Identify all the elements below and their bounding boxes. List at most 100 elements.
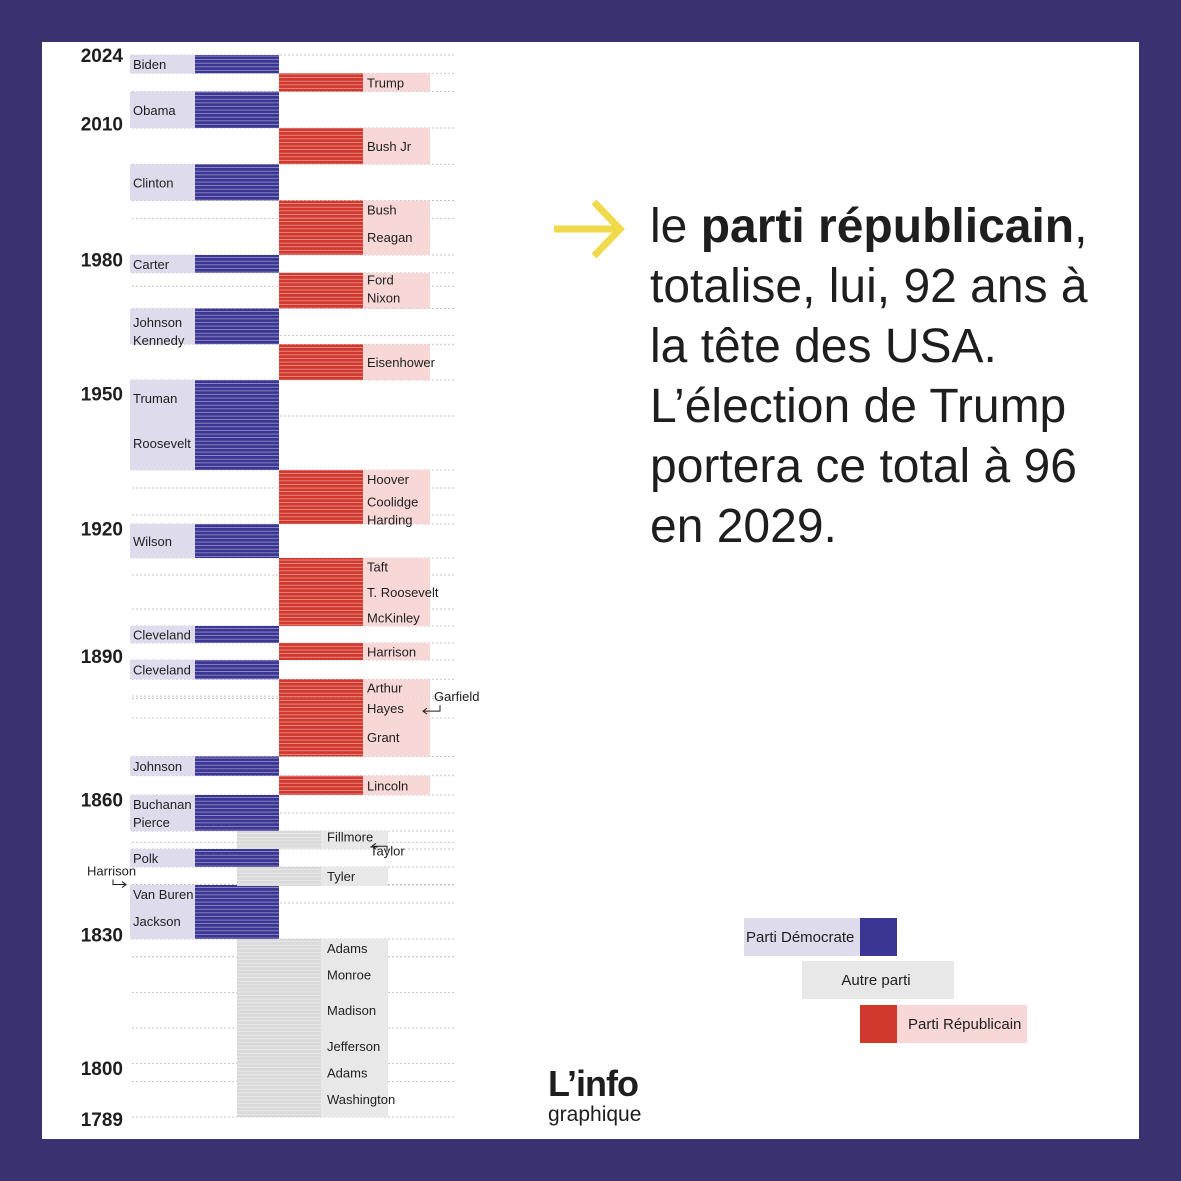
- president-name-label: Taylor: [370, 843, 405, 858]
- president-label-bg: [363, 73, 430, 92]
- president-label-bg: [363, 698, 430, 718]
- president-label-bg: [363, 286, 430, 309]
- president-bar: [195, 524, 279, 558]
- president-bar: [279, 200, 363, 219]
- president-bar: [279, 575, 363, 609]
- president-name-label: Reagan: [367, 230, 413, 245]
- president-name-label: Polk: [133, 851, 159, 866]
- president-label-bg: [321, 884, 388, 887]
- president-label-bg: [363, 272, 430, 287]
- president-label-bg: [363, 488, 430, 515]
- president-label-bg: [321, 831, 388, 843]
- year-tick-label: 1860: [81, 791, 123, 812]
- president-bar: [279, 643, 363, 660]
- return-arrow-icon: [112, 879, 127, 888]
- president-label-bg: [363, 470, 430, 488]
- president-name-label: Grant: [367, 730, 400, 745]
- legend-label-bg: [897, 1005, 1027, 1043]
- president-bar: [279, 696, 363, 699]
- year-tick-label: 1830: [81, 926, 123, 947]
- president-label-bg: [363, 575, 430, 609]
- president-name-label: Clinton: [133, 175, 173, 190]
- president-name-label: Hayes: [367, 701, 404, 716]
- president-label-bg: [130, 813, 195, 831]
- president-bar: [195, 255, 279, 273]
- president-bar: [195, 849, 279, 867]
- president-label-bg: [130, 55, 195, 74]
- president-name-label: Nixon: [367, 290, 400, 305]
- president-label-bg: [363, 679, 430, 697]
- arrow-right-icon: [554, 199, 625, 259]
- year-tick-label: 2010: [81, 114, 123, 135]
- president-name-label: Eisenhower: [367, 355, 436, 370]
- president-bar: [195, 660, 279, 680]
- president-name-label: Bush: [367, 203, 397, 218]
- legend-label-bg: [744, 918, 860, 956]
- president-name-label: Buchanan: [133, 797, 192, 812]
- year-tick-label: 1950: [81, 385, 123, 406]
- legend-label-bg: [802, 961, 954, 999]
- president-label-bg: [363, 128, 430, 165]
- president-bar: [279, 679, 363, 697]
- president-name-label: Bush Jr: [367, 139, 412, 154]
- president-bar: [195, 164, 279, 201]
- president-label-bg: [363, 643, 430, 660]
- president-label-bg: [130, 903, 195, 939]
- president-bar: [237, 939, 321, 957]
- president-bar: [279, 272, 363, 287]
- president-label-bg: [321, 1063, 388, 1082]
- president-name-label: Adams: [327, 1066, 368, 1081]
- president-name-label: Garfield: [434, 689, 480, 704]
- president-name-label: Harrison: [87, 864, 136, 879]
- president-name-label: Adams: [327, 941, 368, 956]
- president-bar: [279, 717, 363, 757]
- president-bar: [279, 286, 363, 309]
- year-tick-label: 1800: [81, 1059, 123, 1080]
- president-label-bg: [321, 842, 388, 849]
- president-name-label: Hoover: [367, 472, 410, 487]
- president-label-bg: [130, 885, 195, 903]
- president-name-label: Roosevelt: [133, 436, 191, 451]
- president-name-label: Obama: [133, 103, 176, 118]
- president-bar: [195, 335, 279, 345]
- president-bar: [279, 558, 363, 575]
- president-label-bg: [363, 696, 430, 699]
- president-bar: [237, 1063, 321, 1082]
- president-label-bg: [130, 660, 195, 680]
- president-bar: [279, 488, 363, 515]
- president-name-label: Ford: [367, 273, 394, 288]
- president-label-bg: [130, 91, 195, 128]
- president-label-bg: [363, 775, 430, 795]
- president-label-bg: [363, 218, 430, 255]
- president-label-bg: [321, 867, 388, 885]
- president-name-label: Johnson: [133, 315, 182, 330]
- president-bar: [279, 344, 363, 380]
- infographic-card: Washington Adams Jefferson Madison Monroe Ada…: [42, 42, 1139, 1139]
- president-bar: [195, 903, 279, 939]
- president-label-bg: [321, 956, 388, 993]
- president-label-bg: [130, 416, 195, 470]
- president-bar: [237, 884, 321, 887]
- president-label-bg: [363, 200, 430, 219]
- return-arrow-icon: [422, 705, 441, 715]
- president-bar: [195, 308, 279, 336]
- president-label-bg: [130, 335, 195, 345]
- president-label-bg: [363, 717, 430, 757]
- legend-label: Autre parti: [841, 972, 910, 989]
- president-name-label: Tyler: [327, 869, 356, 884]
- president-name-label: Coolidge: [367, 495, 418, 510]
- president-name-label: Washington: [327, 1092, 395, 1107]
- president-name-label: McKinley: [367, 611, 420, 626]
- president-label-bg: [130, 380, 195, 416]
- president-bar: [195, 55, 279, 74]
- president-name-label: Cleveland: [133, 628, 191, 643]
- president-bar: [195, 813, 279, 831]
- president-name-label: Carter: [133, 257, 170, 272]
- president-bar: [237, 831, 321, 843]
- statement-text: le parti républicain, totalise, lui, 92 …: [650, 197, 1130, 557]
- president-label-bg: [321, 992, 388, 1028]
- president-name-label: Taft: [367, 560, 388, 575]
- president-name-label: Trump: [367, 75, 404, 90]
- year-tick-label: 1789: [81, 1110, 123, 1131]
- president-label-bg: [363, 344, 430, 380]
